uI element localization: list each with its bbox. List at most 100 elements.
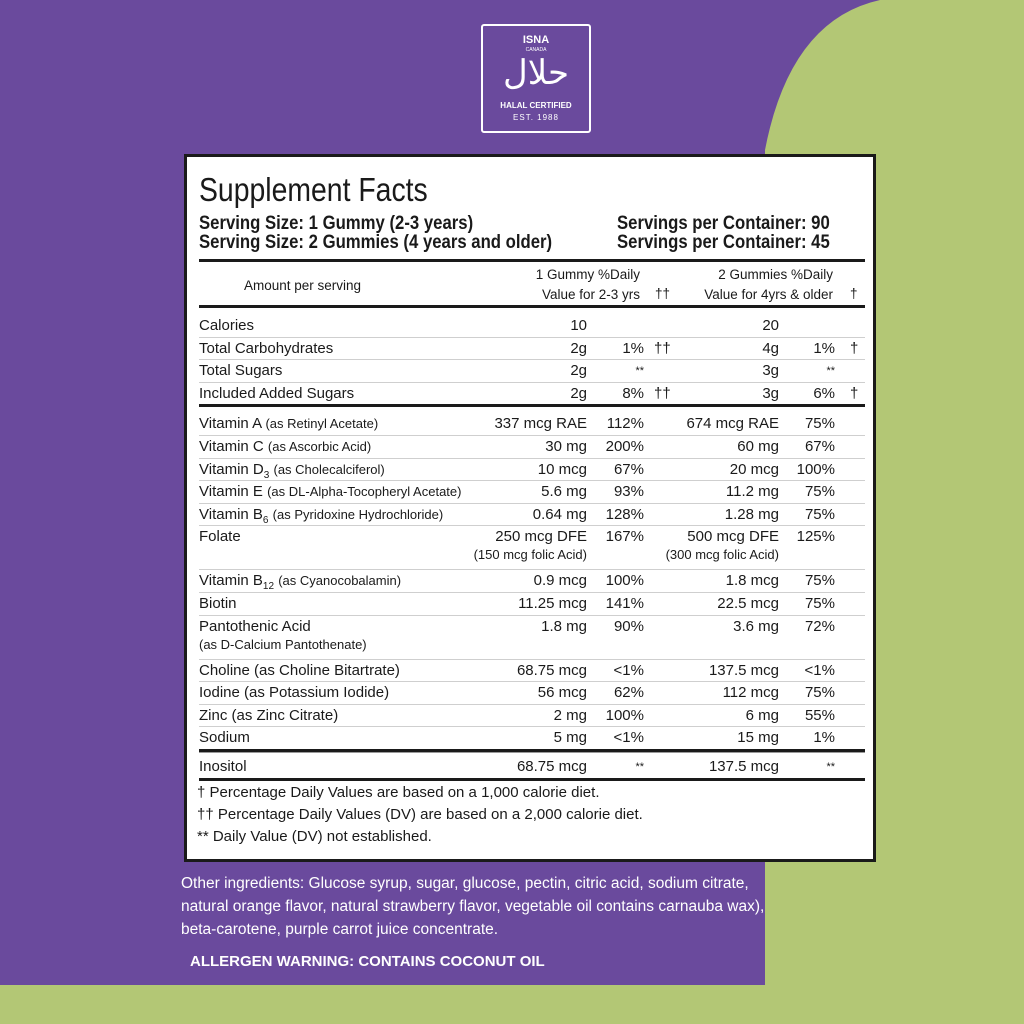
nutrient-row: Included Added Sugars 2g 8% †† 3g 6% † xyxy=(199,383,865,405)
nutrient-row: Vitamin D3 (as Cholecalciferol) 10 mcg 67%… xyxy=(199,459,865,482)
daily-value: 93% xyxy=(613,483,644,501)
facts-panel: Supplement Facts Serving Size: 1 Gummy (… xyxy=(184,154,876,862)
nutrient-name: Vitamin D3 (as Cholecalciferol) xyxy=(199,461,385,481)
daily-value: 100% xyxy=(796,460,835,478)
nutrient-group: Calories 10 20 Total Carbohydrates 2g 1% †† 4g 1… xyxy=(199,308,865,408)
daily-value: 200% xyxy=(605,437,644,455)
daily-value: 8% xyxy=(622,384,644,402)
nutrient-row: Vitamin C (as Ascorbic Acid) 30 mg 200% 60 … xyxy=(199,436,865,459)
name-text: Sodium xyxy=(199,729,250,747)
footnote: ** Daily Value (DV) not established. xyxy=(197,828,432,845)
header-col2: 2 Gummies %Daily xyxy=(718,267,833,282)
amount: 137.5 mcg xyxy=(708,661,779,679)
amount: 137.5 mcg xyxy=(708,757,779,775)
amount: 1.28 mg xyxy=(724,505,779,523)
nutrient-row: Total Carbohydrates 2g 1% †† 4g 1% † xyxy=(199,338,865,361)
header-col1: Value for 2-3 yrs xyxy=(541,287,640,302)
header-mark: †† xyxy=(655,286,671,301)
footnote: † Percentage Daily Values are based on a… xyxy=(197,784,600,801)
allergen-warning: ALLERGEN WARNING: CONTAINS COCONUT OIL xyxy=(190,953,545,970)
daily-value: 112% xyxy=(606,415,644,433)
name-text: Biotin xyxy=(199,594,237,612)
amount: 10 xyxy=(570,317,587,334)
header-col1: 1 Gummy %Daily xyxy=(535,267,640,282)
amount: 5.6 mg xyxy=(541,483,587,501)
daily-value: ** xyxy=(826,365,835,378)
name-text: Vitamin B xyxy=(199,505,263,523)
amount: 0.64 mg xyxy=(532,505,587,523)
amount: 20 xyxy=(762,317,779,334)
name-detail: (as Pyridoxine Hydrochloride) xyxy=(272,506,444,522)
nutrient-row: Calories 10 20 xyxy=(199,315,865,338)
amount: 674 mcg RAE xyxy=(686,415,779,433)
name-detail: (as Cyanocobalamin) xyxy=(278,573,402,589)
daily-value: 75% xyxy=(804,415,835,433)
daily-value: <1% xyxy=(613,661,644,679)
daily-value: 100% xyxy=(605,706,644,724)
amount: 60 mg xyxy=(737,437,779,455)
name-text: Pantothenic Acid xyxy=(199,617,311,635)
daily-value: <1% xyxy=(613,729,644,747)
daily-value: 55% xyxy=(804,706,835,724)
name-text: Iodine (as Potassium Iodide) xyxy=(199,684,390,702)
nutrient-row: Biotin 11.25 mcg 141% 22.5 mcg 75% xyxy=(199,593,865,616)
nutrient-name: Folate xyxy=(199,528,241,545)
nutrient-row: Folate 250 mcg DFE 167% 500 mcg DFE 125% (150… xyxy=(199,526,865,571)
nutrient-group: Vitamin A (as Retinyl Acetate) 337 mcg RA… xyxy=(199,407,865,752)
nutrient-row: Vitamin E (as DL-Alpha-Tocopheryl Acetat… xyxy=(199,481,865,504)
nutrient-name: Included Added Sugars xyxy=(199,385,354,402)
amount: 15 mg xyxy=(737,729,779,747)
badge-arabic: حلال xyxy=(502,54,569,92)
name-detail: (as DL-Alpha-Tocopheryl Acetate) xyxy=(267,484,462,500)
subscript: 3 xyxy=(263,469,270,481)
amount: 20 mcg xyxy=(729,460,779,478)
name-text: Vitamin E xyxy=(199,483,263,501)
amount: 11.2 mg xyxy=(725,483,779,501)
daily-value: 1% xyxy=(813,729,835,747)
nutrient-name: Iodine (as Potassium Iodide) xyxy=(199,684,389,701)
nutrient-row: Iodine (as Potassium Iodide) 56 mcg 62% 112… xyxy=(199,682,865,705)
amount: 56 mcg xyxy=(537,684,587,702)
subscript: 12 xyxy=(262,581,275,593)
name-text: Vitamin C xyxy=(199,437,264,455)
name-text: Vitamin D xyxy=(199,460,264,478)
daily-value: 1% xyxy=(622,339,644,357)
name-text: Folate xyxy=(199,528,241,546)
nutrient-name: Total Sugars xyxy=(199,362,282,379)
name-detail: (as Retinyl Acetate) xyxy=(265,416,379,432)
daily-value: 67% xyxy=(804,437,835,455)
amount-note: (300 mcg folic Acid) xyxy=(665,547,779,563)
rule xyxy=(199,259,865,262)
name-detail: (as Cholecalciferol) xyxy=(273,461,385,477)
halal-badge: ISNA CANADA حلال HALAL CERTIFIED EST. 19… xyxy=(481,24,591,133)
name-text: Vitamin B xyxy=(199,572,263,590)
facts-title: Supplement Facts xyxy=(199,171,428,208)
amount: 68.75 mcg xyxy=(516,757,587,775)
daily-value: 62% xyxy=(613,684,644,702)
nutrient-name: Inositol xyxy=(199,758,247,775)
daily-value: ** xyxy=(635,365,644,378)
nutrient-name: Vitamin B6 (as Pyridoxine Hydrochloride) xyxy=(199,506,443,526)
header-col2: Value for 4yrs & older xyxy=(704,287,833,302)
daily-value: <1% xyxy=(804,661,835,679)
daily-value: 75% xyxy=(804,505,835,523)
dv-mark: †† xyxy=(654,384,671,402)
footnote: †† Percentage Daily Values (DV) are base… xyxy=(197,806,643,823)
name-text: Inositol xyxy=(199,757,247,775)
daily-value: 75% xyxy=(804,594,835,612)
nutrient-row: Inositol 68.75 mcg ** 137.5 mcg ** xyxy=(199,756,865,778)
amount: 4g xyxy=(762,339,779,357)
daily-value: 90% xyxy=(613,617,644,635)
amount: 2 mg xyxy=(553,706,587,724)
amount: 500 mcg DFE xyxy=(687,528,779,546)
nutrient-group: Inositol 68.75 mcg ** 137.5 mcg ** xyxy=(199,751,865,781)
daily-value: 67% xyxy=(613,460,644,478)
nutrient-name: Calories xyxy=(199,317,254,334)
name-text: Total Sugars xyxy=(199,362,283,380)
name-text: Choline (as Choline Bitartrate) xyxy=(199,661,400,679)
amount: 10 mcg xyxy=(537,460,587,478)
amount-note: (150 mcg folic Acid) xyxy=(473,547,587,563)
name-text: Calories xyxy=(199,317,255,334)
amount: 0.9 mcg xyxy=(533,572,587,590)
name-detail: (as D-Calcium Pantothenate) xyxy=(199,636,367,652)
